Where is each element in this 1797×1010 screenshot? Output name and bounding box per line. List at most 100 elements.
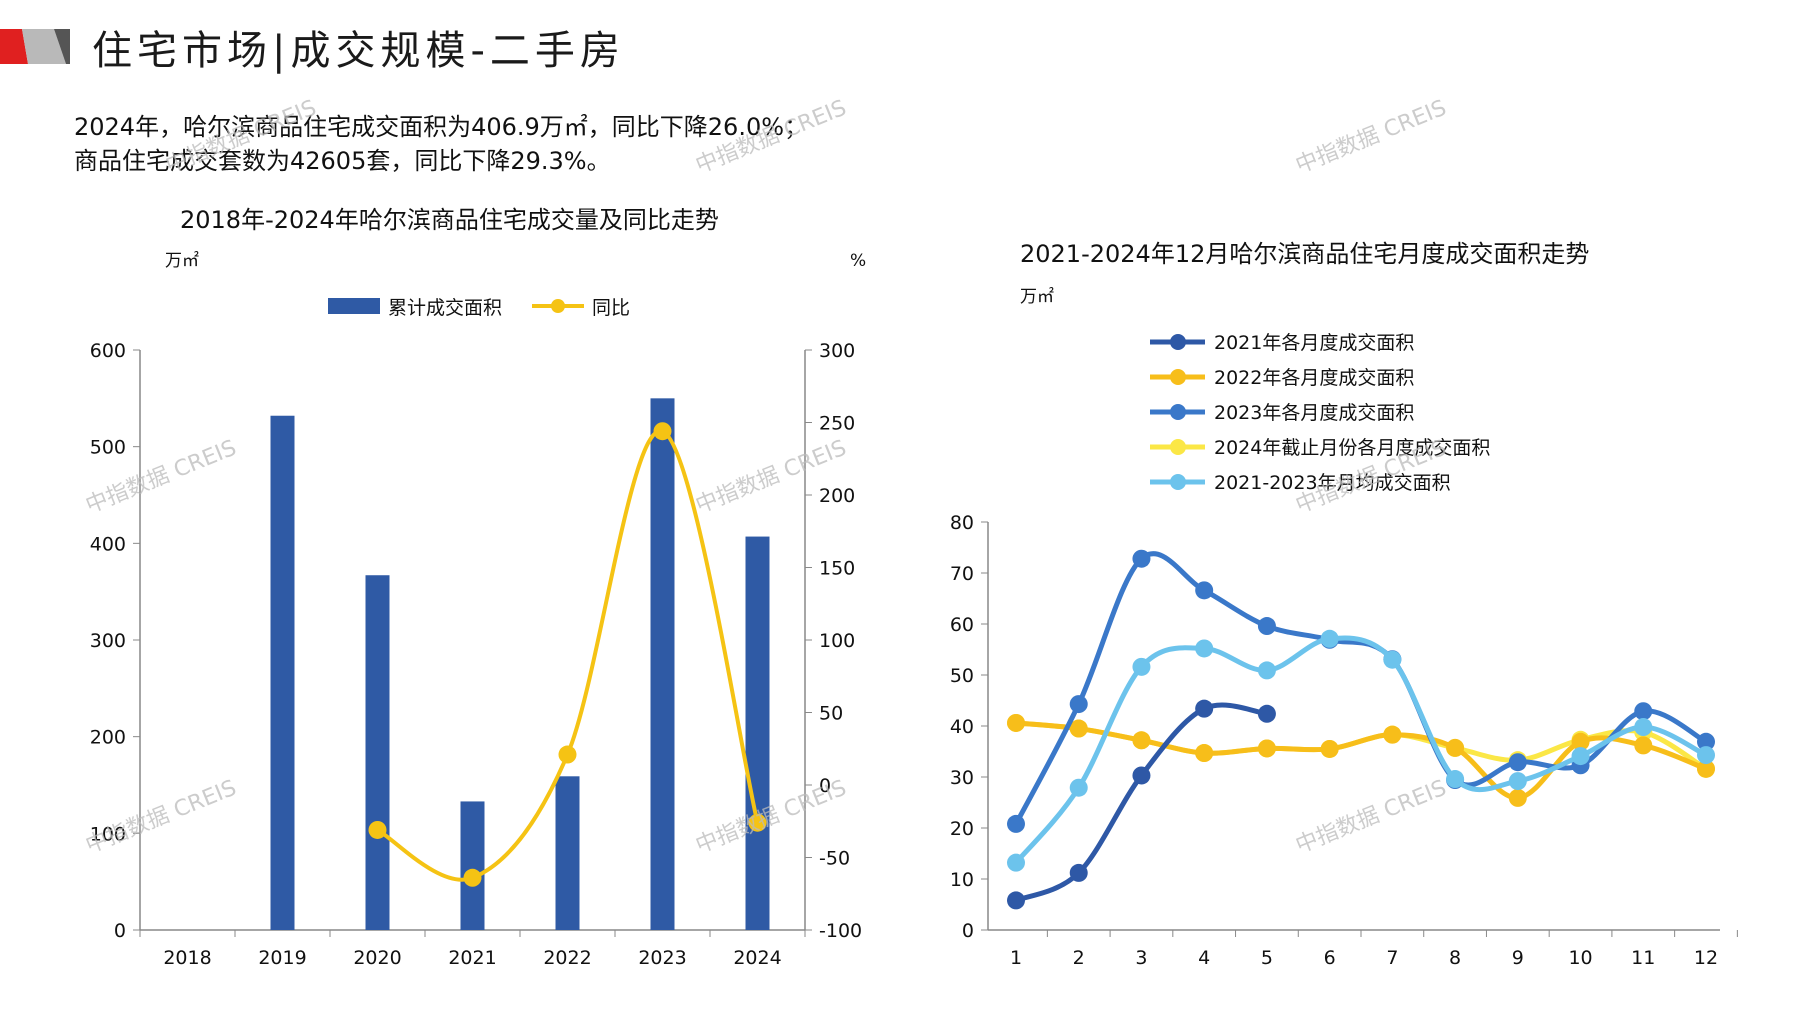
bar-2022 [555,776,580,930]
series-2-point-3 [1132,549,1151,568]
series-2-point-11 [1634,702,1653,721]
series-1-point-11 [1634,736,1653,755]
legend-line-marker [551,299,565,313]
x-tick-label: 11 [1631,947,1655,969]
x-tick-label: 2020 [353,947,401,969]
left-y-axis-unit: 万㎡ [165,251,199,271]
x-tick-label: 7 [1386,947,1398,969]
legend-label-3: 2024年截止月份各月度成交面积 [1214,437,1490,459]
y-tick-label: 20 [950,818,974,840]
legend-bar-swatch [328,298,380,314]
right-y-tick-label: 0 [819,775,831,797]
x-tick-label: 5 [1261,947,1273,969]
y-tick-label: 70 [950,563,974,585]
right-chart-title: 2021-2024年12月哈尔滨商品住宅月度成交面积走势 [1020,240,1590,268]
series-2-point-2 [1069,695,1088,714]
page-title: 住宅市场|成交规模-二手房 [92,28,625,74]
left-combo-chart: 万㎡ % 累计成交面积 同比 0 100 200 300 400 500 600 -100 -50 0 50… [90,251,866,969]
right-y-tick-label: 200 [819,485,855,507]
series-1-point-4 [1195,744,1214,763]
legend-label-0: 2021年各月度成交面积 [1214,332,1414,354]
logo-gray-shape [22,29,66,64]
series-0-point-2 [1069,863,1088,882]
legend-swatch-marker-0 [1170,334,1186,350]
summary-line-2: 商品住宅成交套数为42605套，同比下降29.3%。 [74,147,611,175]
y-tick-label: 10 [950,869,974,891]
series-4-point-2 [1069,778,1088,797]
series-4-point-11 [1634,718,1653,737]
y-tick-label: 0 [962,920,974,942]
watermark-3: 中指数据 CREIS [1292,95,1450,179]
bar-2024 [745,536,770,930]
y-tick-label: 60 [950,614,974,636]
series-2-point-1 [1007,814,1025,833]
series-1-point-7 [1383,725,1402,744]
x-tick-label: 6 [1324,947,1336,969]
series-2-point-9 [1508,753,1527,772]
series-4-point-8 [1446,770,1465,789]
legend-label-4: 2021-2023年月均成交面积 [1214,472,1451,494]
legend-swatch-marker-2 [1170,404,1186,420]
legend-swatch-marker-1 [1170,369,1186,385]
x-tick-label: 8 [1449,947,1461,969]
legend-line-label: 同比 [592,297,630,319]
left-chart-title: 2018年-2024年哈尔滨商品住宅成交量及同比走势 [180,206,719,234]
yoy-point-2022 [558,745,577,764]
series-4-point-3 [1132,657,1151,676]
right-y-tick-label: 150 [819,558,855,580]
series-4-point-7 [1383,650,1402,669]
x-tick-label: 2 [1073,947,1085,969]
bar-2019 [270,415,295,930]
yoy-point-2021 [463,868,482,887]
yoy-point-2020 [368,820,387,839]
series-4-point-12 [1697,746,1715,765]
series-1-point-10 [1571,732,1590,751]
y-axis-unit: 万㎡ [1020,287,1054,307]
right-y-tick-label: 250 [819,413,855,435]
series-4-point-1 [1007,853,1025,872]
x-tick-label: 2018 [163,947,211,969]
y-tick-label: 50 [950,665,974,687]
x-tick-label: 2023 [638,947,686,969]
bar-2023 [650,398,675,930]
left-y-tick-label: 400 [90,533,126,555]
x-tick-label: 2021 [448,947,496,969]
series-1-point-5 [1257,739,1276,758]
summary-text: 2024年，哈尔滨商品住宅成交面积为406.9万㎡，同比下降26.0%； 商品住… [74,110,808,178]
legend-label-1: 2022年各月度成交面积 [1214,367,1414,389]
left-y-tick-label: 500 [90,437,126,459]
left-y-tick-label: 300 [90,630,126,652]
y-tick-label: 40 [950,716,974,738]
left-y-tick-label: 200 [90,727,126,749]
series-4-point-4 [1195,639,1214,658]
series-line-2 [1013,551,1708,826]
y-tick-label: 30 [950,767,974,789]
right-y-axis-unit: % [850,251,866,271]
x-tick-label: 2024 [733,947,781,969]
x-tick-label: 2019 [258,947,306,969]
x-tick-label: 12 [1694,947,1718,969]
x-tick-label: 4 [1198,947,1210,969]
x-tick-label: 1 [1010,947,1022,969]
series-1-point-3 [1132,731,1151,750]
x-tick-label: 2022 [543,947,591,969]
series-0-point-4 [1195,699,1214,718]
right-y-tick-label: 300 [819,340,855,362]
series-0-point-1 [1007,891,1025,910]
legend-swatch-marker-3 [1170,439,1186,455]
series-1-point-1 [1007,713,1025,732]
logo-red-shape [0,29,28,64]
y-tick-label: 80 [950,512,974,534]
right-y-tick-label: 100 [819,630,855,652]
logo-dark-shape [54,29,70,64]
bar-2021 [460,801,485,930]
right-y-tick-label: -50 [819,848,850,870]
legend-label-2: 2023年各月度成交面积 [1214,402,1414,424]
left-y-tick-label: 100 [90,823,126,845]
series-4-point-6 [1320,629,1339,648]
series-1-point-2 [1069,719,1088,738]
series-2-point-5 [1257,617,1276,636]
x-tick-label: 10 [1568,947,1592,969]
series-2-point-12 [1697,732,1715,751]
series-4-point-10 [1571,747,1590,766]
